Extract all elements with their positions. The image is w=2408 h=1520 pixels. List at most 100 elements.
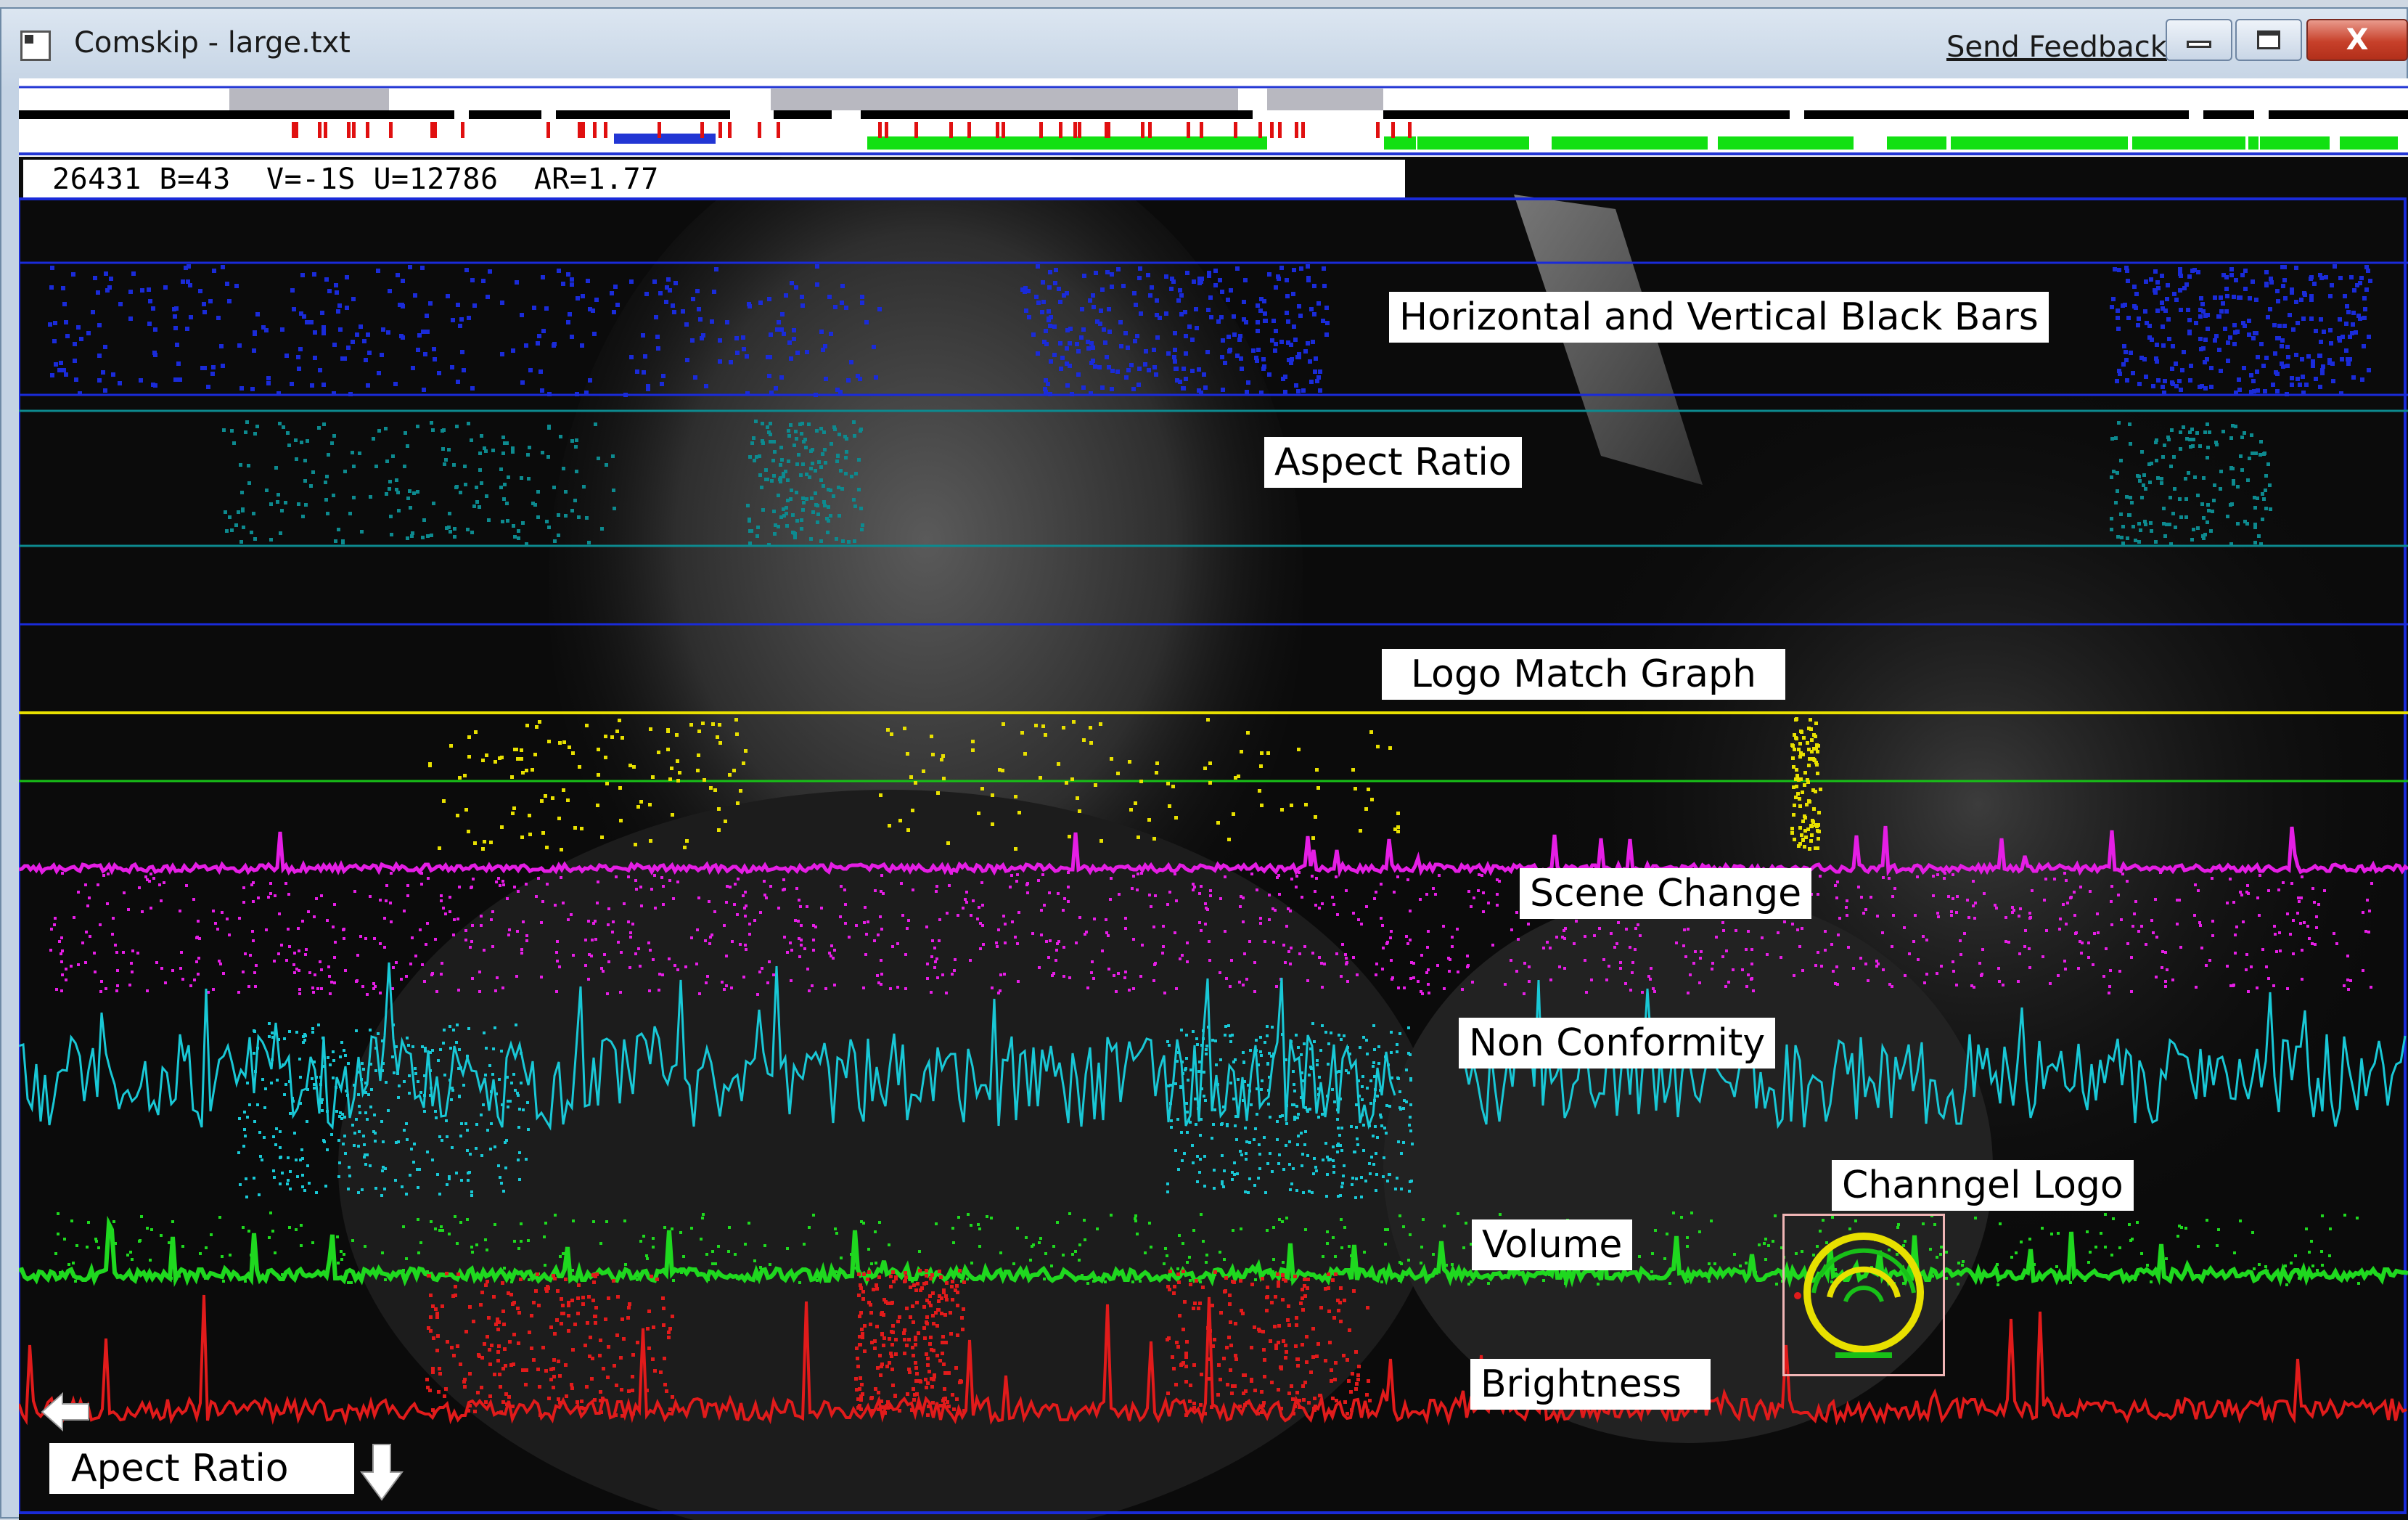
trace-dot: [1134, 1214, 1137, 1217]
graph-canvas[interactable]: 26431 B=43 V=-1S U=12786 AR=1.77 Horizon…: [19, 78, 2408, 1520]
trace-dot: [844, 456, 848, 459]
trace-dot: [484, 1238, 487, 1241]
trace-dot: [2258, 453, 2262, 457]
trace-dot: [453, 527, 456, 531]
scene-change-line: [19, 826, 2408, 872]
trace-dot: [874, 375, 878, 380]
trace-dot: [2079, 940, 2081, 943]
trace-dot: [1198, 1302, 1202, 1305]
trace-dot: [955, 1284, 959, 1288]
trace-dot: [1259, 922, 1262, 925]
trace-dot: [1184, 1352, 1188, 1355]
trace-dot: [337, 1262, 340, 1264]
trace-dot: [1408, 1190, 1411, 1193]
trace-dot: [1382, 1175, 1385, 1178]
trace-dot: [547, 426, 551, 430]
trace-dot: [1178, 288, 1182, 293]
trace-dot: [1199, 1280, 1202, 1283]
trace-dot: [419, 928, 422, 931]
trace-dot: [1390, 1031, 1393, 1034]
trace-dot: [1303, 1294, 1307, 1298]
trace-dot: [841, 539, 845, 543]
trace-dot: [2118, 970, 2121, 973]
trace-dot: [1352, 912, 1355, 915]
trace-dot: [1311, 1191, 1314, 1194]
trace-dot: [2367, 335, 2371, 339]
trace-dot: [636, 1341, 639, 1344]
trace-dot: [931, 1401, 935, 1405]
trace-dot: [1250, 1379, 1253, 1383]
trace-dot: [923, 1336, 927, 1340]
trace-dot: [520, 1052, 523, 1055]
trace-dot: [388, 289, 392, 293]
trace-dot: [1189, 1384, 1192, 1387]
trace-dot: [962, 1409, 966, 1413]
trace-dot: [549, 1368, 553, 1371]
trace-dot: [1185, 1340, 1189, 1344]
trace-dot: [770, 479, 774, 483]
trace-dot: [1132, 938, 1135, 941]
trace-dot: [734, 336, 739, 340]
trace-dot: [1949, 1270, 1952, 1272]
trace-dot: [1185, 1102, 1188, 1105]
send-feedback-link[interactable]: Send Feedback: [1946, 30, 2167, 64]
trace-dot: [1974, 902, 1977, 904]
trace-dot: [1269, 1152, 1271, 1155]
trace-dot: [753, 459, 756, 462]
trace-dot: [1201, 1286, 1205, 1289]
trace-dot: [1271, 907, 1274, 910]
trace-dot: [518, 1151, 521, 1154]
trace-dot: [501, 880, 504, 883]
trace-dot: [570, 509, 574, 512]
trace-dot: [212, 988, 215, 991]
timeline-bar[interactable]: [19, 78, 2408, 158]
trace-dot: [1797, 748, 1801, 751]
trace-dot: [528, 814, 531, 817]
trace-dot: [744, 1243, 747, 1246]
trace-dot: [1327, 1309, 1331, 1313]
trace-dot: [476, 1391, 480, 1394]
trace-dot: [308, 971, 311, 974]
trace-dot: [1219, 971, 1221, 974]
trace-dot: [2240, 273, 2245, 277]
maximize-button[interactable]: [2235, 19, 2302, 61]
minimize-button[interactable]: [2166, 19, 2232, 61]
trace-dot: [536, 341, 540, 346]
trace-dot: [639, 886, 642, 888]
trace-dot: [2275, 950, 2278, 953]
trace-dot: [1045, 940, 1048, 943]
close-button[interactable]: X: [2306, 19, 2408, 61]
trace-dot: [351, 1124, 354, 1127]
trace-dot: [1398, 1261, 1401, 1264]
trace-dot: [945, 1298, 949, 1302]
trace-dot: [728, 773, 732, 777]
trace-dot: [442, 799, 446, 803]
trace-dot: [1817, 837, 1820, 841]
trace-dot: [1200, 1213, 1203, 1216]
trace-dot: [802, 501, 806, 504]
trace-dot: [1163, 1262, 1166, 1265]
trace-dot: [736, 1277, 739, 1280]
trace-dot: [1409, 1077, 1412, 1080]
trace-dot: [956, 1412, 959, 1415]
trace-dot: [111, 372, 115, 377]
trace-dot: [1400, 1277, 1403, 1280]
trace-dot: [1373, 897, 1376, 900]
trace-dot: [70, 965, 73, 968]
trace-dot: [2308, 937, 2311, 940]
trace-dot: [2200, 502, 2204, 506]
trace-dot: [982, 943, 985, 946]
trace-dot: [805, 473, 808, 476]
trace-dot: [541, 831, 545, 835]
trace-dot: [348, 1174, 351, 1177]
trace-dot: [2311, 1264, 2314, 1267]
trace-dot: [1289, 361, 1293, 365]
trace-dot: [2243, 431, 2246, 435]
trace-dot: [413, 293, 417, 298]
title-bar[interactable]: Comskip - large.txt Send Feedback X: [1, 9, 2407, 81]
trace-dot: [524, 343, 528, 348]
trace-dot: [280, 327, 284, 332]
trace-dot: [321, 1109, 324, 1112]
trace-dot: [780, 458, 784, 462]
trace-dot: [298, 988, 301, 991]
